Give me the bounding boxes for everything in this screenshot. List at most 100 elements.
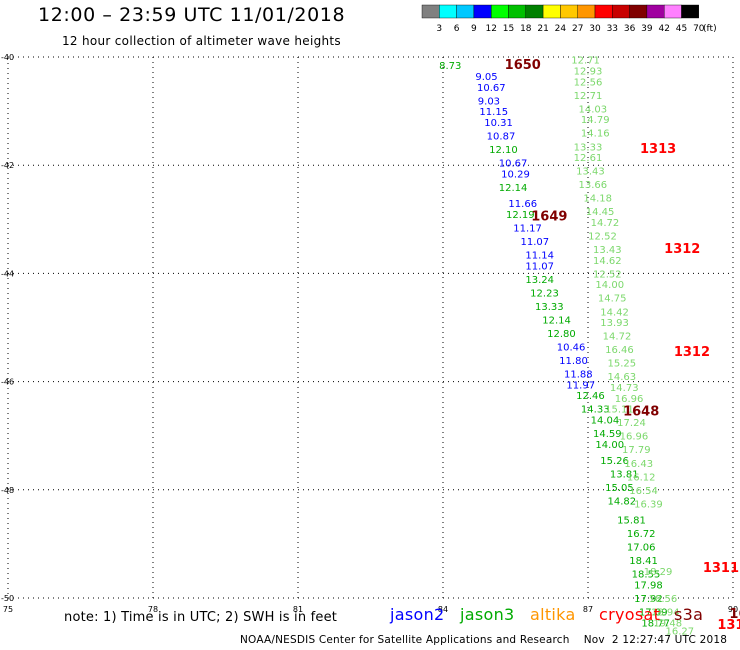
data-point-sentinel: 12.93: [574, 67, 603, 78]
data-point-sentinel: 16.43: [624, 459, 653, 470]
data-point-sentinel: 15.25: [608, 359, 637, 370]
data-point-sentinel: 12.56: [574, 77, 603, 88]
data-point-jason2: 11.88: [564, 369, 593, 380]
data-point-jason3: 14.00: [595, 440, 624, 451]
data-point-jason3: 12.23: [530, 288, 559, 299]
data-point-jason3: 17.92: [634, 594, 663, 605]
data-point-sentinel: 13.66: [579, 180, 608, 191]
data-point-sentinel: 14.72: [591, 218, 620, 229]
scale-label: 3: [436, 24, 442, 34]
data-point-jason2: 10.67: [499, 158, 528, 169]
data-point-sentinel: 14.72: [603, 332, 632, 343]
data-point-sentinel: 13.33: [574, 142, 603, 153]
scale-label: 24: [555, 24, 567, 34]
data-point-sentinel: 16.39: [634, 499, 663, 510]
data-point-jason2: 11.97: [566, 380, 595, 391]
footer-credit: NOAA/NESDIS Center for Satellite Applica…: [240, 634, 728, 646]
data-point-cryosat: 1310: [717, 618, 740, 633]
data-point-sentinel: 17.24: [617, 418, 646, 429]
data-point-jason2: 9.03: [478, 96, 500, 107]
data-point-jason3: 16.72: [627, 529, 656, 540]
data-point-jason3: 14.82: [608, 497, 637, 508]
page-title: 12:00 – 23:59 UTC 11/01/2018: [38, 4, 346, 26]
legend-cryosat: cryosat: [599, 605, 661, 624]
data-point-sentinel: 16.96: [615, 394, 644, 405]
data-point-sentinel: 14.75: [598, 294, 627, 305]
data-point-sentinel: 13.93: [600, 318, 629, 329]
data-point-jason3: 18.55: [632, 570, 661, 581]
scale-label: 42: [658, 24, 669, 34]
data-point-sentinel: 13.43: [576, 167, 605, 178]
data-point-sentinel: 16.96: [620, 432, 649, 443]
data-point-jason3: 13.24: [525, 275, 554, 286]
data-point-sentinel: 18.56: [649, 594, 678, 605]
data-point-s3a: 1649: [531, 210, 567, 225]
data-point-sentinel: 16.27: [666, 626, 695, 637]
data-point-s3a: 1648: [623, 404, 659, 419]
data-point-jason3: 13.81: [610, 470, 639, 481]
x-tick-label: 75: [3, 605, 13, 614]
data-point-jason2: 10.67: [477, 83, 506, 94]
scale-swatch: [681, 4, 699, 19]
data-point-sentinel: 18.94: [651, 608, 680, 619]
data-point-jason3: 14.04: [591, 415, 620, 426]
data-point-jason3: 15.26: [600, 456, 629, 467]
data-point-jason3: 12.14: [499, 183, 528, 194]
data-point-jason3: 12.46: [576, 391, 605, 402]
x-tick-label: 78: [148, 605, 158, 614]
data-point-jason2: 11.15: [479, 107, 508, 118]
data-point-sentinel: 16.54: [629, 486, 658, 497]
y-tick-label: -42: [1, 161, 14, 170]
data-point-jason3: 12.19: [506, 210, 535, 221]
scale-label: 36: [624, 24, 636, 34]
scale-label: 27: [572, 24, 583, 34]
data-point-sentinel: 14.16: [581, 129, 610, 140]
data-point-sentinel: 12.71: [571, 56, 600, 67]
data-point-jason3: 17.98: [634, 580, 663, 591]
data-point-jason2: 10.31: [484, 118, 513, 129]
data-point-cryosat: 1311: [703, 561, 739, 576]
data-point-sentinel: 12.52: [588, 232, 617, 243]
scale-label: 6: [454, 24, 460, 34]
scale-label: 15: [503, 24, 514, 34]
data-point-sentinel: 14.42: [600, 307, 629, 318]
plot-border: [7, 56, 734, 599]
scale-label: 18: [520, 24, 532, 34]
data-point-sentinel: 16.46: [605, 345, 634, 356]
data-point-jason3: 14.33: [581, 405, 610, 416]
data-point-sentinel: 14.03: [579, 104, 608, 115]
data-point-jason3: 13.33: [535, 302, 564, 313]
scale-label: 9: [471, 24, 477, 34]
scale-label: 12: [485, 24, 496, 34]
x-tick-label: 87: [583, 605, 593, 614]
x-tick-label: 84: [438, 605, 448, 614]
legend-jason3: jason3: [460, 605, 515, 624]
data-point-sentinel: 19.48: [653, 618, 682, 629]
scale-label: 45: [676, 24, 687, 34]
data-point-sentinel: 12.71: [574, 91, 603, 102]
x-tick-label: 81: [293, 605, 303, 614]
scale-label: 33: [607, 24, 618, 34]
data-point-s3a: 1647: [729, 607, 740, 622]
data-point-jason3: 8.73: [439, 61, 461, 72]
y-tick-label: -48: [1, 486, 14, 495]
data-point-jason3: 15.05: [605, 483, 634, 494]
page-subtitle: 12 hour collection of altimeter wave hei…: [62, 34, 341, 48]
data-point-sentinel: 13.43: [593, 245, 622, 256]
data-point-jason2: 11.66: [508, 199, 537, 210]
data-point-jason2: 9.05: [475, 72, 497, 83]
data-point-cryosat: 1312: [674, 345, 710, 360]
data-point-sentinel: 14.18: [583, 194, 612, 205]
data-point-jason3: 17.06: [627, 543, 656, 554]
data-point-cryosat: 1312: [664, 242, 700, 257]
data-point-jason2: 11.07: [521, 237, 550, 248]
scale-label: 70: [693, 24, 705, 34]
data-point-sentinel: 14.79: [581, 115, 610, 126]
legend-jason2: jason2: [390, 605, 445, 624]
data-point-sentinel: 14.00: [595, 280, 624, 291]
data-point-cryosat: 1313: [640, 142, 676, 157]
data-point-jason2: 10.87: [487, 131, 516, 142]
data-point-jason2: 11.07: [525, 261, 554, 272]
scale-unit: (ft): [703, 24, 717, 34]
